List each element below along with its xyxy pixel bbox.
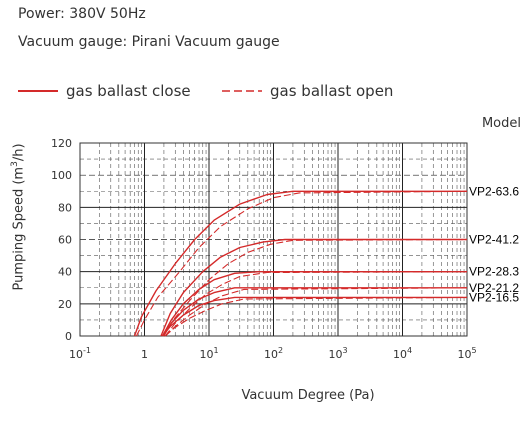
curve-vp2-16-5-close: [161, 296, 467, 337]
series-label: VP2-21.2: [469, 281, 519, 295]
series-label: VP2-41.2: [469, 233, 519, 247]
series-label: VP2-28.3: [469, 265, 519, 279]
y-tick-label: 80: [58, 201, 72, 214]
x-axis-label: Vacuum Degree (Pa): [241, 388, 375, 403]
x-tick-label: 104: [393, 346, 412, 361]
curve-vp2-16-5-open: [164, 296, 468, 337]
legend-close-label: gas ballast close: [66, 82, 191, 100]
y-axis-label: Pumping Speed (m3/h): [10, 143, 27, 291]
x-tick-label: 101: [199, 346, 218, 361]
series-label: VP2-63.6: [469, 184, 519, 198]
curve-vp2-63-6-open: [135, 190, 468, 337]
curve-vp2-21-2-close: [161, 287, 467, 337]
power-spec: Power: 380V 50Hz: [18, 6, 146, 22]
legend-open-label: gas ballast open: [270, 82, 394, 100]
curve-vp2-63-6-close: [133, 190, 467, 337]
solid-line-icon: [18, 90, 58, 92]
series-label: VP2-16.5: [469, 290, 519, 304]
y-tick-label: 60: [58, 234, 72, 247]
x-tick-label: 105: [457, 346, 476, 361]
legend-gas-ballast-open: gas ballast open: [222, 82, 393, 100]
x-tick-label: 1: [141, 348, 148, 361]
y-tick-label: 40: [58, 266, 72, 279]
x-tick-label: 102: [264, 346, 283, 361]
vacuum-gauge-spec: Vacuum gauge: Pirani Vacuum gauge: [18, 34, 280, 50]
legend-gas-ballast-close: gas ballast close: [18, 82, 191, 100]
y-tick-label: 0: [65, 330, 72, 343]
curve-vp2-28-3-close: [161, 271, 467, 337]
dashed-line-icon: [222, 90, 262, 92]
model-label: Model: [481, 116, 521, 131]
y-tick-label: 20: [58, 298, 72, 311]
x-tick-label: 10-1: [69, 346, 91, 361]
curve-vp2-41-2-close: [160, 238, 467, 337]
x-tick-label: 103: [328, 346, 347, 361]
y-tick-label: 120: [51, 137, 72, 150]
y-tick-label: 100: [51, 169, 72, 182]
